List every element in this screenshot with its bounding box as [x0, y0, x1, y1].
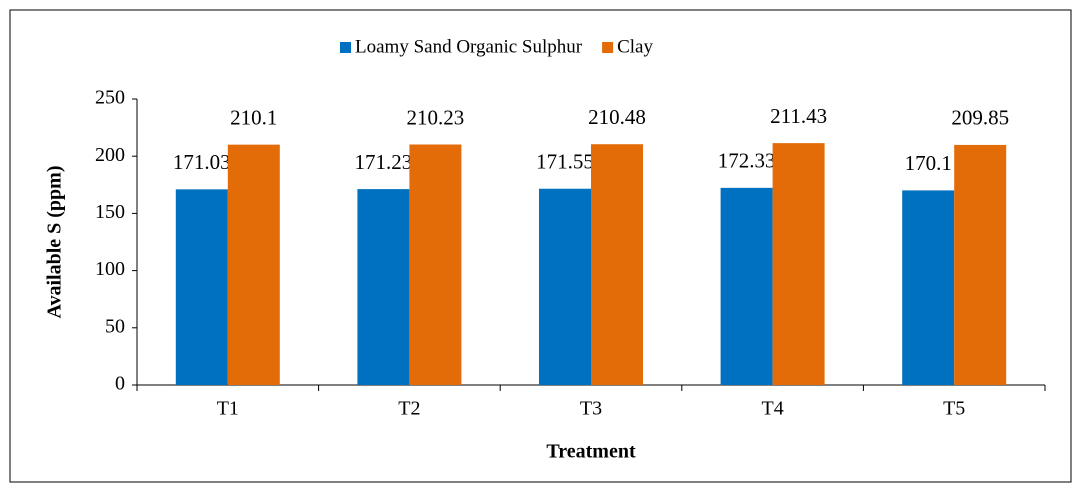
value-label: 170.1 — [905, 151, 952, 175]
bar — [409, 144, 462, 385]
bar — [591, 144, 643, 385]
legend-label: Clay — [617, 36, 653, 57]
y-tick-label: 150 — [95, 201, 125, 223]
value-label: 171.03 — [173, 150, 231, 174]
bar — [772, 143, 825, 385]
bar — [175, 189, 228, 385]
y-axis-title: Available S (ppm) — [44, 166, 66, 319]
value-label: 171.23 — [355, 150, 413, 174]
x-tick-label: T5 — [943, 398, 965, 420]
bar — [227, 144, 280, 385]
x-tick-label: T1 — [217, 398, 239, 420]
value-label: 171.55 — [536, 150, 594, 174]
bar — [954, 144, 1007, 385]
y-tick-label: 100 — [95, 258, 125, 280]
value-label: 210.23 — [407, 105, 465, 129]
bar — [720, 187, 773, 385]
value-label: 172.33 — [718, 149, 776, 173]
legend-swatch — [602, 42, 614, 53]
x-tick-label: T2 — [398, 398, 420, 420]
legend-swatch — [340, 42, 351, 53]
bar — [357, 189, 410, 385]
bar — [539, 188, 591, 385]
legend-label: Loamy Sand Organic Sulphur — [355, 36, 583, 57]
x-tick-label: T4 — [761, 398, 783, 420]
x-axis-title: Treatment — [546, 441, 636, 463]
value-label: 211.43 — [770, 104, 827, 128]
y-tick-label: 0 — [115, 373, 125, 395]
bar — [902, 190, 955, 385]
y-tick-label: 200 — [95, 144, 125, 166]
value-label: 210.48 — [588, 105, 646, 129]
value-label: 209.85 — [951, 106, 1009, 130]
x-tick-label: T3 — [580, 398, 602, 420]
y-tick-label: 50 — [105, 315, 125, 337]
value-label: 210.1 — [230, 105, 277, 129]
y-tick-label: 250 — [95, 87, 125, 109]
